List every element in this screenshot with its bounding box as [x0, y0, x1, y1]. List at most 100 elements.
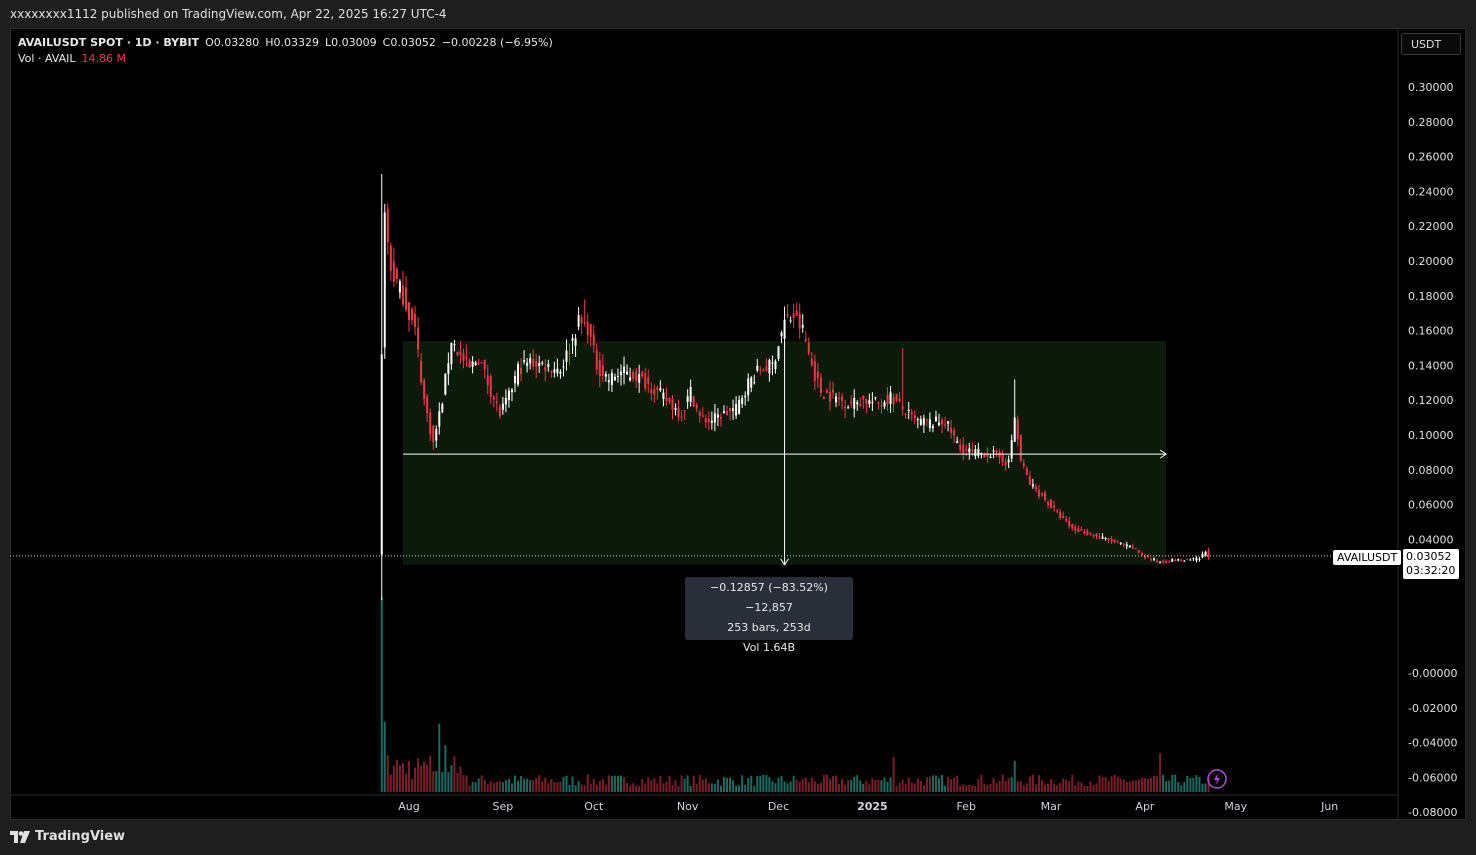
volume-bar — [1201, 783, 1204, 792]
volume-bar — [856, 775, 859, 792]
volume-bar — [1050, 779, 1053, 792]
volume-bar — [562, 776, 565, 792]
volume-bar — [889, 777, 892, 792]
x-tick-label: Nov — [677, 800, 699, 813]
volume-bar — [635, 785, 638, 792]
candle-body — [1195, 557, 1198, 561]
measure-volume: Vol 1.64B — [743, 641, 795, 654]
volume-bar — [498, 781, 501, 792]
candle-body — [616, 375, 619, 377]
volume-bar — [1065, 779, 1068, 792]
volume-bar — [550, 779, 553, 792]
tradingview-logo[interactable]: TradingView — [10, 829, 125, 844]
candle-body — [1056, 510, 1059, 512]
volume-bar — [941, 774, 944, 792]
y-tick-label: 0.08000 — [1408, 464, 1454, 477]
candle-body — [613, 376, 616, 381]
candle-body — [586, 321, 589, 336]
volume-bar — [704, 778, 707, 792]
volume-bar — [729, 777, 732, 792]
candle-body — [841, 396, 844, 401]
volume-bar — [571, 776, 574, 792]
y-tick-label: 0.18000 — [1408, 290, 1454, 303]
candle-body — [1010, 440, 1013, 459]
volume-bar — [1022, 785, 1025, 792]
volume-bar — [474, 782, 477, 792]
y-tick-label: -0.00000 — [1408, 667, 1457, 680]
legend-symbol[interactable]: AVAILUSDT SPOT · 1D · BYBIT — [18, 36, 200, 49]
volume-bar — [604, 784, 607, 792]
volume-bar — [1053, 784, 1056, 792]
candle-body — [610, 372, 613, 386]
candle-body — [1153, 558, 1156, 560]
candle-body — [620, 371, 623, 376]
candle-body — [783, 319, 786, 339]
volume-bar — [913, 783, 916, 792]
candle-body — [1183, 560, 1186, 562]
volume-bar — [689, 785, 692, 792]
volume-bar — [1171, 774, 1174, 792]
candle-body — [604, 374, 607, 377]
candle-body — [504, 397, 507, 405]
candle-body — [414, 314, 417, 328]
candle-body — [959, 444, 962, 450]
candle-body — [913, 415, 916, 419]
candle-body — [429, 412, 432, 435]
candle-body — [726, 411, 729, 416]
volume-bar — [677, 786, 680, 792]
candle-body — [389, 245, 392, 272]
volume-bar — [762, 774, 765, 792]
volume-bar — [983, 783, 986, 792]
volume-bar — [798, 782, 801, 792]
candle-body — [780, 332, 783, 337]
candle-body — [529, 358, 532, 364]
candle-body — [483, 359, 486, 370]
candle-body — [1086, 530, 1089, 535]
candle-body — [1128, 545, 1131, 548]
x-tick-label: May — [1224, 800, 1247, 813]
volume-bar — [1025, 783, 1028, 792]
volume-bar — [683, 778, 686, 792]
candle-body — [828, 391, 831, 402]
candle-body — [629, 377, 632, 381]
volume-bar — [559, 781, 562, 792]
candle-body — [392, 261, 395, 282]
volume-bar — [420, 766, 423, 792]
volume-bar — [589, 783, 592, 792]
candle-body — [922, 418, 925, 425]
x-tick-label: Aug — [398, 800, 419, 813]
candle-body — [501, 403, 504, 410]
volume-bar — [459, 766, 462, 792]
candle-body — [1004, 461, 1007, 466]
volume-bar — [1177, 781, 1180, 792]
currency-unit-button[interactable]: USDT — [1401, 33, 1461, 55]
volume-bar — [904, 783, 907, 792]
volume-bar — [880, 780, 883, 792]
candle-body — [492, 396, 495, 400]
candle-body — [650, 389, 653, 393]
candle-body — [1068, 521, 1071, 527]
publish-info: xxxxxxxx1112 published on TradingView.co… — [10, 7, 447, 21]
candle-body — [977, 448, 980, 456]
candle-body — [1074, 527, 1077, 531]
volume-bar — [771, 781, 774, 792]
volume-bar — [565, 775, 568, 792]
brand-name: TradingView — [35, 829, 126, 844]
candle-body — [786, 314, 789, 317]
candle-body — [883, 402, 886, 407]
volume-bar — [432, 771, 435, 792]
volume-bar — [813, 781, 816, 792]
candle-body — [626, 371, 629, 375]
volume-bar — [716, 779, 719, 792]
volume-bar — [1207, 776, 1210, 792]
candle-body — [450, 342, 453, 365]
chart-legend: AVAILUSDT SPOT · 1D · BYBIT O0.03280 H0.… — [18, 35, 553, 67]
candle-body — [1007, 459, 1010, 463]
legend-vol-label[interactable]: Vol · AVAIL — [18, 52, 76, 65]
volume-bar — [744, 784, 747, 792]
volume-bar — [1116, 776, 1119, 792]
candle-body — [847, 407, 850, 409]
volume-bar — [462, 775, 465, 792]
candle-body — [732, 408, 735, 411]
